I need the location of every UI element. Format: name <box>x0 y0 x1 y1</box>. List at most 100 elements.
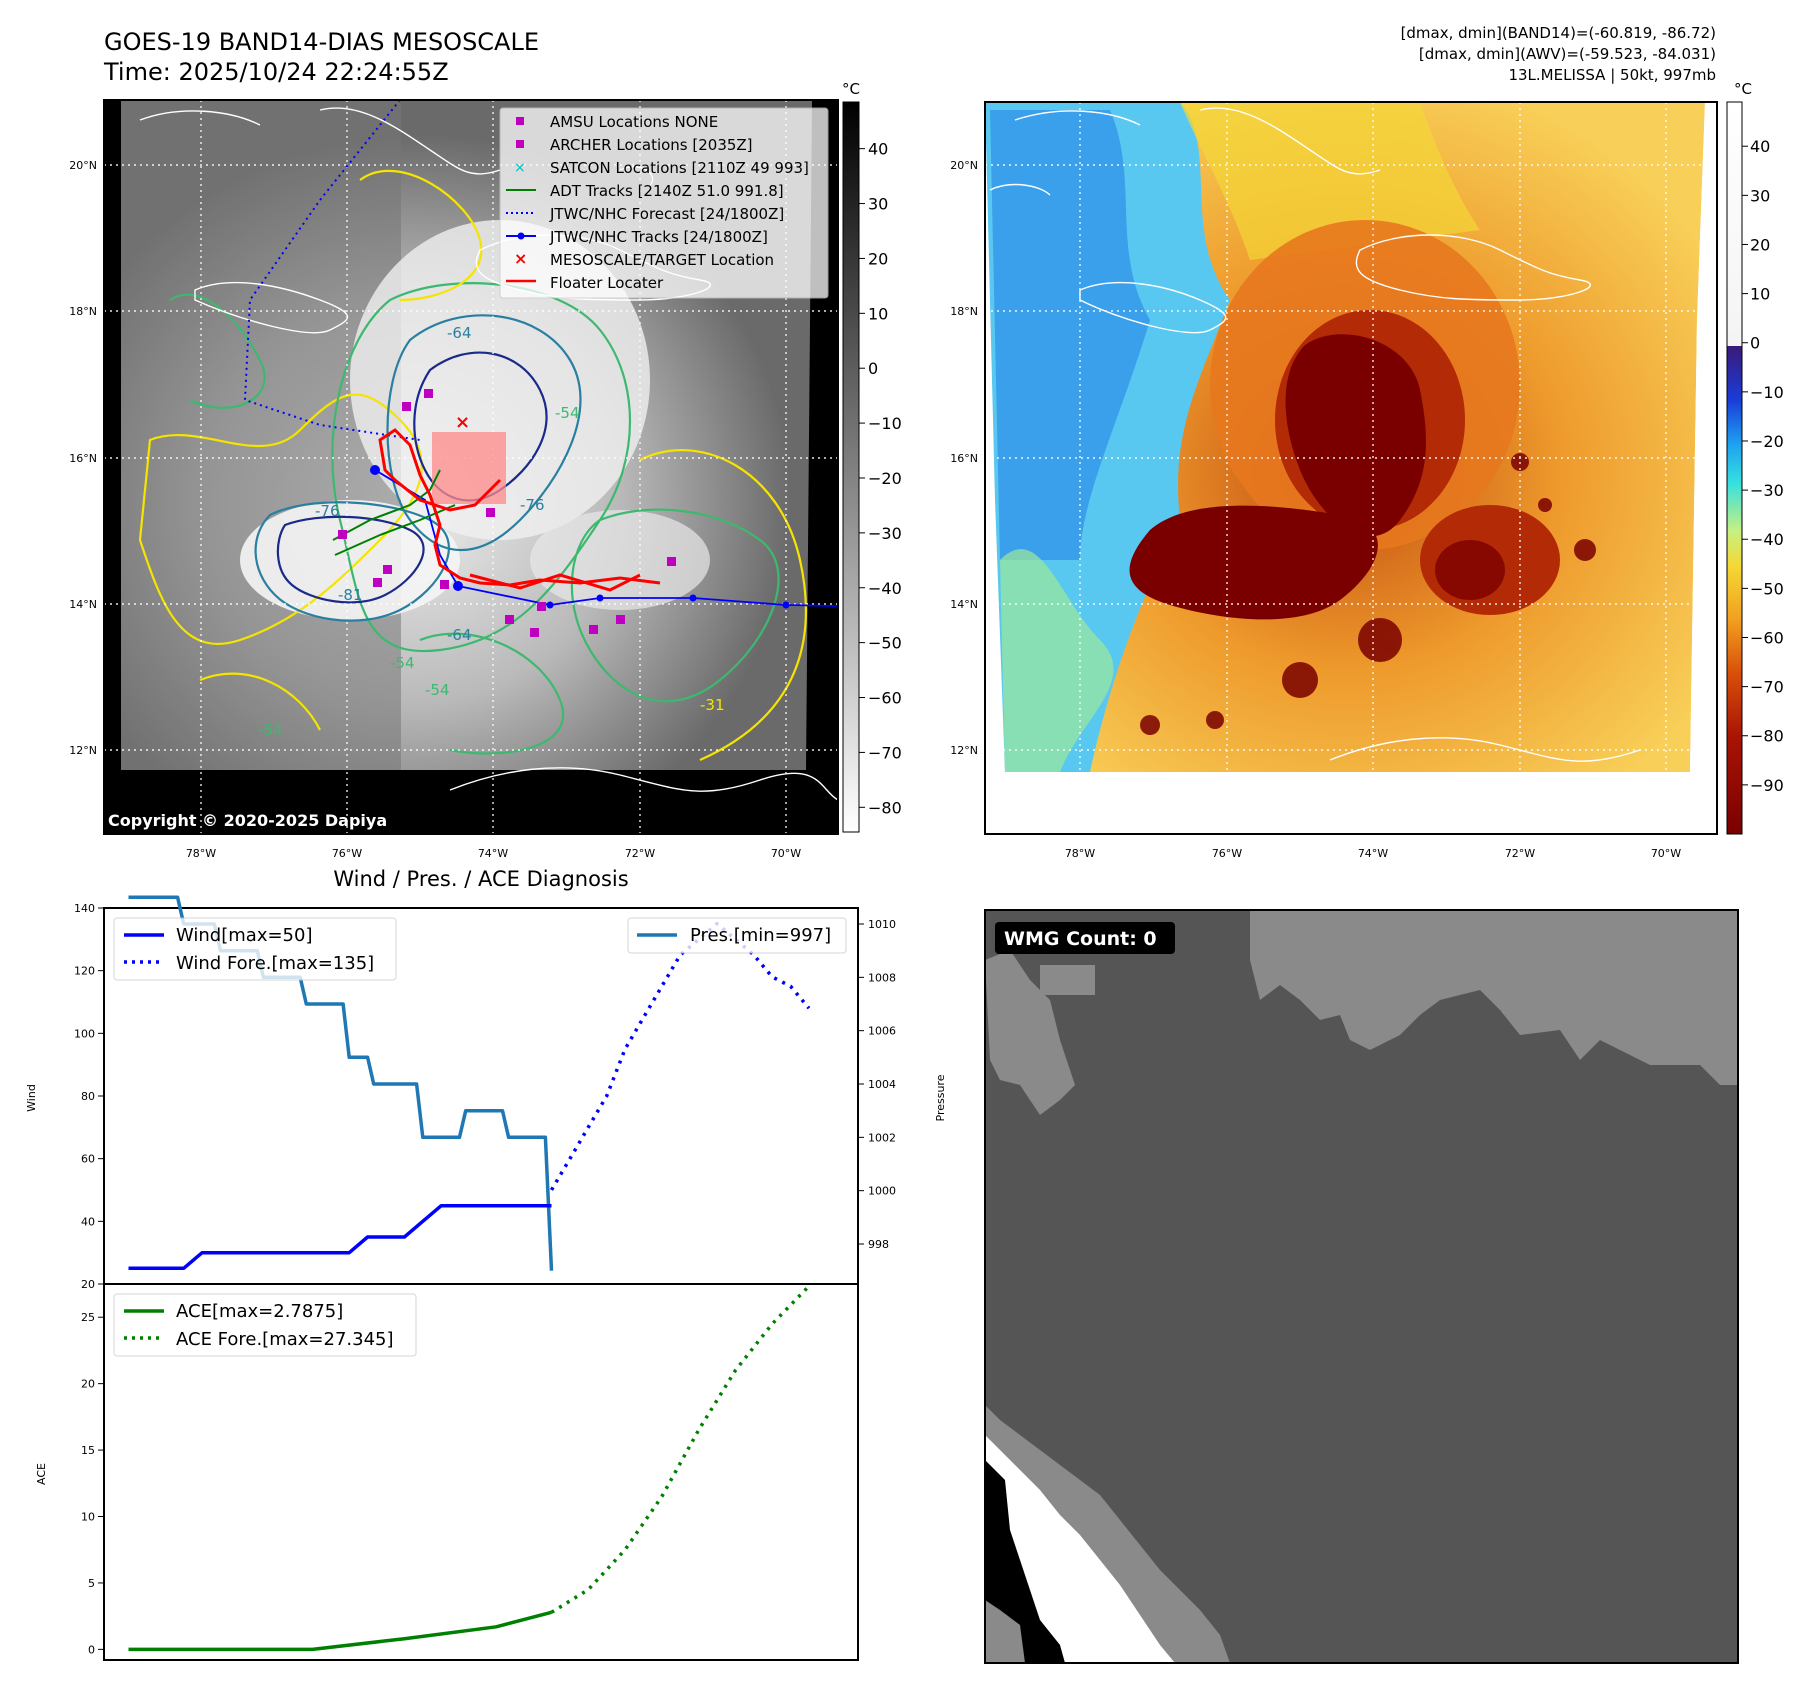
ace-tick-label: 20 <box>81 1378 95 1391</box>
floater-locater-track <box>378 428 661 587</box>
gray-colorbar-tick-label: 20 <box>868 249 888 268</box>
figure-title-line2: Time: 2025/10/24 22:24:55Z <box>103 58 449 86</box>
gray-colorbar-tick-label: −50 <box>868 634 902 653</box>
ace-tick-label: 15 <box>81 1444 95 1457</box>
color-colorbar-tick-label: −30 <box>1750 481 1784 500</box>
wind-tick-label: 100 <box>74 1027 95 1040</box>
color-colorbar: °C 40 30 20 10 0 −10 −20 −30 −40 −50 −60 −70 −80 −90 <box>1726 80 1784 835</box>
ace-forecast-line <box>550 1284 811 1614</box>
gray-colorbar-tick-label: −10 <box>868 414 902 433</box>
wind-tick-label: 120 <box>74 965 95 978</box>
ace-tick-label: 5 <box>88 1577 95 1590</box>
wind-legend: Wind[max=50] Wind Fore.[max=135] <box>113 917 397 981</box>
lat-label: 18°N <box>950 305 978 318</box>
gray-colorbar-tick-label: 40 <box>868 140 888 159</box>
gray-colorbar-tick-label: −70 <box>868 743 902 762</box>
gray-colorbar-tick-label: −30 <box>868 524 902 543</box>
copyright-text: Copyright © 2020-2025 Dapiya <box>108 811 387 830</box>
lon-label: 72°W <box>625 847 655 860</box>
color-colorbar-tick-label: −10 <box>1750 383 1784 402</box>
contour-label: -76 <box>315 502 340 520</box>
color-colorbar-tick-label: −40 <box>1750 530 1784 549</box>
lon-label: 70°W <box>1651 847 1681 860</box>
svg-text:×: × <box>514 249 527 268</box>
pressure-tick-label: 1004 <box>868 1078 896 1091</box>
lat-label: 12°N <box>69 744 97 757</box>
ace-legend: ACE[max=2.7875] ACE Fore.[max=27.345] <box>113 1293 417 1357</box>
contour-label: -64 <box>447 324 472 342</box>
lon-label: 74°W <box>1358 847 1388 860</box>
gray-colorbar-tick-label: −20 <box>868 469 902 488</box>
wind-forecast-line <box>549 921 811 1191</box>
map-legend: × × AMSU Locations NONE ARCHER Locations… <box>499 107 829 299</box>
gray-colorbar-tick-label: 0 <box>868 359 878 378</box>
figure-title-line1: GOES-19 BAND14-DIAS MESOSCALE <box>104 28 539 56</box>
color-colorbar-tick-label: −90 <box>1750 776 1784 795</box>
lat-label: 20°N <box>69 159 97 172</box>
contour-label: -64 <box>447 626 472 644</box>
pressure-tick-label: 1008 <box>868 971 896 984</box>
contour-label: -76 <box>520 496 545 514</box>
ace-tick-label: 0 <box>88 1643 95 1656</box>
legend-wind-forecast: Wind Fore.[max=135] <box>176 953 374 974</box>
legend-ace: ACE[max=2.7875] <box>176 1301 343 1322</box>
jtwc-track-point <box>453 581 463 591</box>
color-colorbar-tick-label: −80 <box>1750 727 1784 746</box>
gray-colorbar-unit: °C <box>842 80 860 98</box>
archer-location <box>505 615 514 624</box>
dmax-awv-text: [dmax, dmin](AWV)=(-59.523, -84.031) <box>1419 45 1716 63</box>
color-colorbar-tick-label: −50 <box>1750 579 1784 598</box>
adt-track <box>332 469 441 541</box>
ace-tick-label: 10 <box>81 1511 95 1524</box>
gray-colorbar-tick-label: −60 <box>868 689 902 708</box>
svg-text:×: × <box>514 160 526 176</box>
color-colorbar-tick-label: 10 <box>1750 285 1770 304</box>
jtwc-forecast-track <box>243 100 421 441</box>
contour-label: -54 <box>555 404 580 422</box>
wind-line <box>128 1203 552 1271</box>
adt-track <box>334 504 456 556</box>
wmg-count-label: WMG Count: 0 <box>1004 928 1157 950</box>
lon-label: 70°W <box>771 847 801 860</box>
legend-item-jtwc-forecast: JTWC/NHC Forecast [24/1800Z] <box>549 205 784 223</box>
jtwc-track-point <box>782 601 790 609</box>
wind-axis-label: Wind <box>25 1084 38 1112</box>
lat-label: 12°N <box>950 744 978 757</box>
legend-item-amsu: AMSU Locations NONE <box>550 113 718 131</box>
wind-tick-label: 80 <box>81 1090 95 1103</box>
archer-location <box>530 628 539 637</box>
mesoscale-target-box <box>432 432 506 504</box>
legend-wind: Wind[max=50] <box>176 925 313 946</box>
archer-location <box>589 625 598 634</box>
ace-line <box>128 1610 552 1652</box>
pressure-legend: Pres.[min=997] <box>627 917 847 954</box>
legend-item-floater: Floater Locater <box>550 274 664 292</box>
lon-label: 76°W <box>1212 847 1242 860</box>
pressure-tick-label: 1002 <box>868 1131 896 1144</box>
color-colorbar-tick-label: −70 <box>1750 678 1784 697</box>
contour-label: -31 <box>700 696 725 714</box>
wind-tick-label: 40 <box>81 1215 95 1228</box>
legend-pressure: Pres.[min=997] <box>690 925 831 946</box>
archer-location <box>338 530 347 539</box>
legend-item-satcon: SATCON Locations [2110Z 49 993] <box>550 159 809 177</box>
lat-label: 20°N <box>950 159 978 172</box>
lon-label: 76°W <box>332 847 362 860</box>
diagnosis-title: Wind / Pres. / ACE Diagnosis <box>333 867 628 891</box>
ir-map-panel: -64 -54 -81 -76 -54 -64 -54 -31 -54 -76 <box>103 99 839 835</box>
mesoscale-target-marker: × <box>455 412 470 433</box>
archer-location <box>537 602 546 611</box>
pressure-tick-label: 1010 <box>868 918 896 931</box>
jtwc-track-point <box>689 594 697 602</box>
color-colorbar-tick-label: 0 <box>1750 334 1760 353</box>
archer-location <box>667 557 676 566</box>
archer-location <box>402 402 411 411</box>
wind-tick-label: 60 <box>81 1153 95 1166</box>
storm-info-text: 13L.MELISSA | 50kt, 997mb <box>1508 66 1716 84</box>
color-ir-map-panel <box>984 101 1718 835</box>
floater-locater-track <box>469 573 641 592</box>
color-colorbar-tick-label: −60 <box>1750 628 1784 647</box>
color-colorbar-tick-label: 20 <box>1750 235 1770 254</box>
wmg-panel: WMG Count: 0 <box>984 909 1739 1664</box>
contour-label: -81 <box>338 586 363 604</box>
